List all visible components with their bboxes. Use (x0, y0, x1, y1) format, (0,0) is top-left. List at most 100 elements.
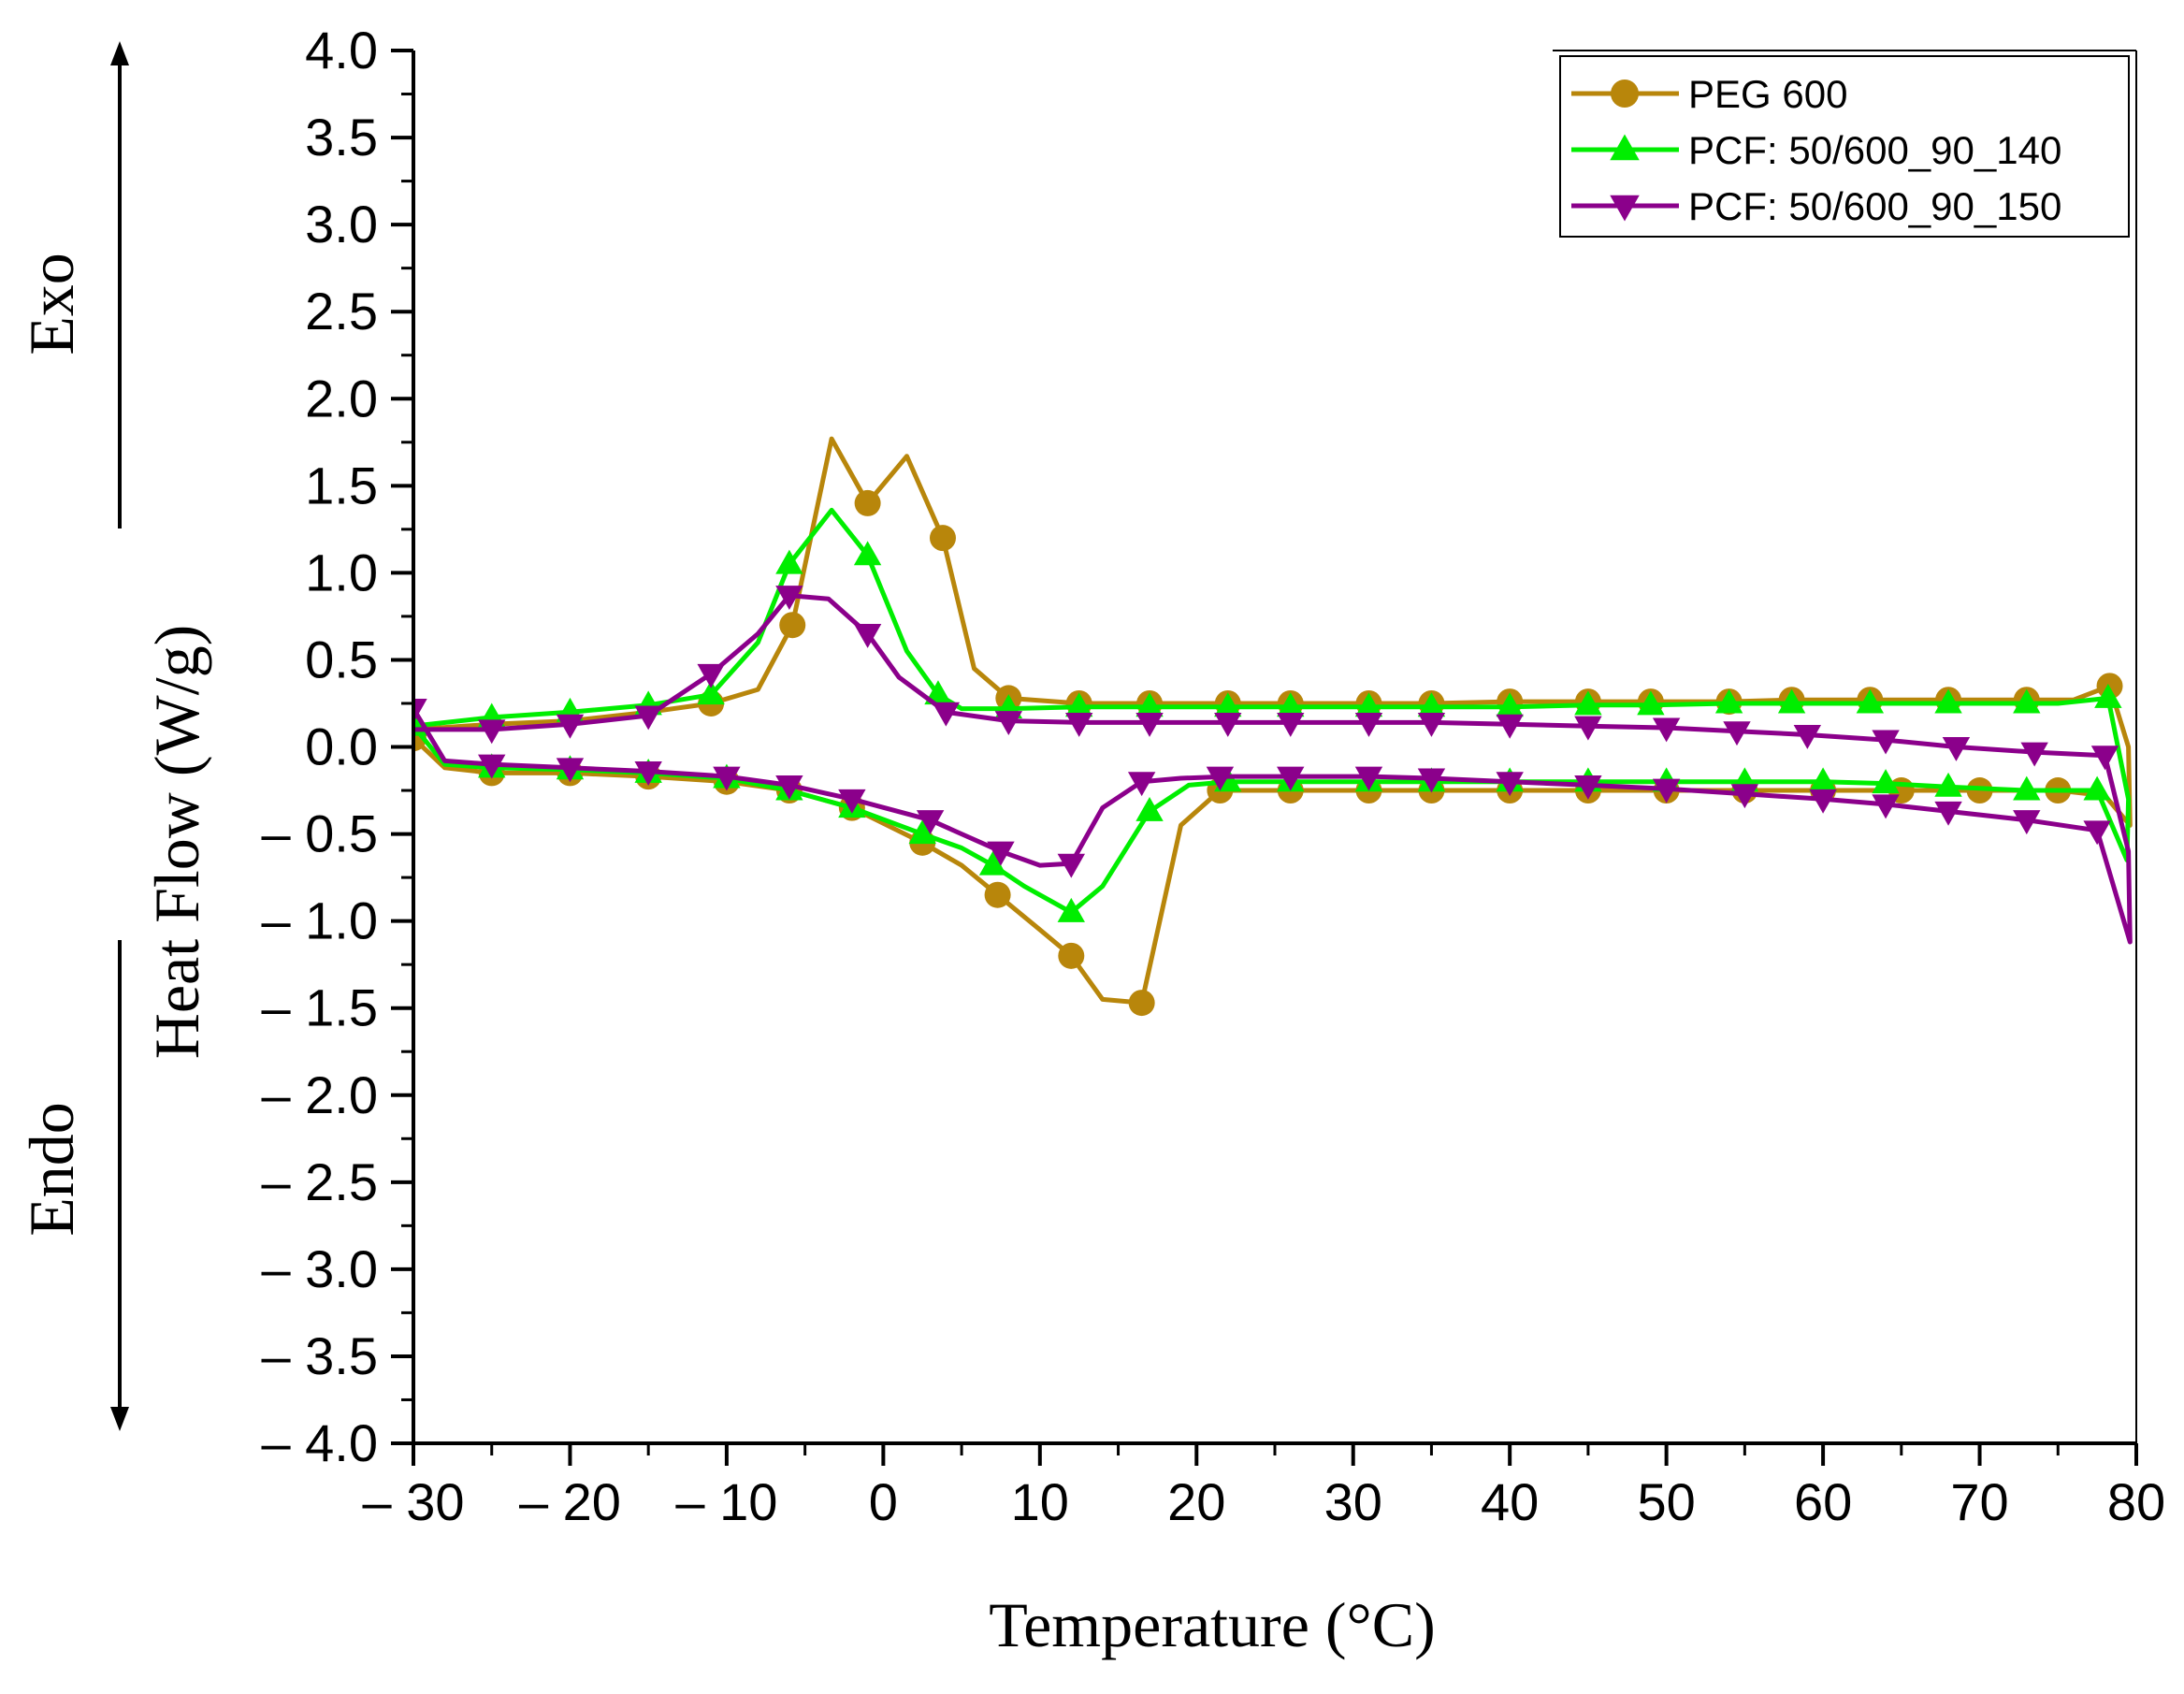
x-axis-title: Temperature (°C) (989, 1589, 1435, 1660)
data-point (2090, 746, 2119, 771)
data-point (1496, 692, 1524, 717)
data-point (1574, 775, 1602, 800)
data-point (908, 819, 936, 845)
data-point (1058, 942, 1085, 969)
y-tick-label: 0.0 (305, 717, 378, 776)
y-tick-label: – 1.0 (261, 891, 378, 950)
y-tick-label: 2.0 (305, 369, 378, 427)
legend-marker (1610, 134, 1640, 161)
data-point (713, 766, 741, 791)
data-point (1127, 772, 1156, 797)
data-point (1723, 721, 1751, 746)
data-point (1730, 784, 1759, 809)
legend-item: PCF: 50/600_90_150 (1571, 184, 2061, 228)
y-tick-label: 2.5 (305, 282, 378, 340)
data-point (1135, 796, 1164, 821)
y-tick-label: 1.0 (305, 543, 378, 601)
data-point (1135, 692, 1164, 717)
x-tick-label: 80 (2107, 1472, 2165, 1531)
y-tick-label: – 2.5 (261, 1152, 378, 1211)
exo-label: Exo (16, 253, 87, 355)
data-point (775, 549, 803, 574)
data-point (1942, 737, 1971, 761)
data-point (1809, 767, 1837, 792)
data-point (1872, 794, 1900, 819)
data-point (556, 758, 585, 783)
data-point (916, 810, 945, 835)
endo-indicator: Endo (16, 940, 129, 1431)
data-point (1128, 990, 1155, 1017)
y-tick-label: 4.0 (305, 21, 378, 80)
legend-label: PEG 600 (1688, 72, 1847, 116)
legend-item: PCF: 50/600_90_140 (1571, 128, 2061, 172)
y-tick-label: – 3.5 (261, 1326, 378, 1385)
data-point (1277, 766, 1305, 791)
data-point (2013, 688, 2041, 714)
data-point (1872, 730, 1900, 755)
data-point (1934, 688, 1962, 714)
data-point (1417, 712, 1446, 737)
data-point (838, 789, 866, 814)
data-point (1354, 692, 1383, 717)
data-point (634, 761, 662, 786)
x-tick-label: – 20 (519, 1472, 621, 1531)
y-tick-label: – 4.0 (261, 1413, 378, 1472)
data-point (1214, 712, 1242, 737)
data-point (994, 711, 1023, 735)
data-point (1417, 692, 1446, 717)
y-tick-label: 3.5 (305, 108, 378, 167)
x-tick-label: – 30 (363, 1472, 465, 1531)
data-point (779, 612, 806, 639)
legend: PEG 600 PCF: 50/600_90_140 PCF: 50/600_90_… (1559, 55, 2130, 238)
x-tick-label: 60 (1794, 1472, 1852, 1531)
endo-label: Endo (16, 1102, 87, 1237)
data-point (1135, 712, 1164, 737)
legend-marker (1611, 80, 1639, 108)
x-tick-label: 30 (1324, 1472, 1382, 1531)
data-point (1637, 690, 1665, 716)
data-point (1496, 714, 1524, 739)
data-point (2020, 742, 2048, 767)
data-point (1057, 897, 1086, 922)
data-point (1574, 716, 1602, 741)
data-point (1777, 688, 1806, 714)
data-point (1277, 712, 1305, 737)
data-point (697, 663, 725, 688)
data-point (1064, 692, 1093, 717)
x-tick-label: 10 (1011, 1472, 1069, 1531)
data-point (1277, 692, 1305, 717)
data-point (987, 841, 1015, 866)
data-point (2083, 775, 2111, 801)
x-tick-label: 0 (869, 1472, 898, 1531)
data-point (1793, 724, 1822, 749)
legend-item: PEG 600 (1571, 72, 1847, 116)
data-point (478, 754, 506, 779)
x-tick-label: 20 (1167, 1472, 1225, 1531)
data-point (1354, 712, 1383, 737)
data-point (1934, 801, 1962, 826)
y-tick-label: – 1.5 (261, 978, 378, 1037)
data-point (854, 489, 881, 516)
data-point (2094, 683, 2122, 708)
legend-label: PCF: 50/600_90_150 (1688, 184, 2061, 228)
data-point (1714, 688, 1743, 714)
series-layer (413, 436, 2133, 1017)
data-point (697, 680, 725, 705)
data-point (2083, 820, 2111, 846)
plot-area (413, 436, 2133, 1017)
legend-label: PCF: 50/600_90_140 (1688, 128, 2061, 172)
data-point (1652, 717, 1681, 743)
data-point (1354, 766, 1383, 791)
data-point (775, 775, 803, 800)
data-point (1652, 778, 1681, 804)
data-point (775, 586, 803, 610)
y-tick-label: 3.0 (305, 195, 378, 253)
data-point (2096, 673, 2123, 700)
data-point (2013, 810, 2041, 835)
data-point (929, 525, 956, 552)
data-point (984, 881, 1011, 908)
data-point (1206, 766, 1235, 791)
legend-marker (1610, 195, 1640, 222)
